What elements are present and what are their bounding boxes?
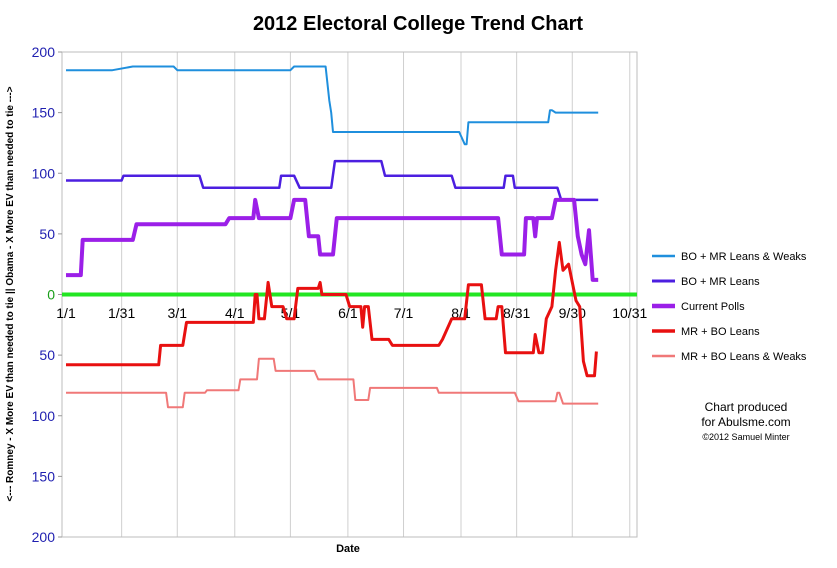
series-line-mr-bo-leans [66,240,598,378]
legend-label: BO + MR Leans [681,276,760,288]
series-line-bo-mr-leans-weaks [66,65,599,146]
x-axis-label: Date [336,543,360,555]
legend: BO + MR Leans & Weaks BO + MR Leans Curren… [652,251,807,363]
y-tick-label: 150 [32,105,56,121]
y-tick-label: 50 [39,226,55,242]
x-axis: 1/1 1/31 3/1 4/1 5/1 6/1 7/1 8/1 8/31 9/30 10/31 [56,305,647,321]
y-tick-label: 50 [39,347,55,363]
credit-line-2: for Abulsme.com [701,415,790,429]
chart-title: 2012 Electoral College Trend Chart [253,13,583,35]
legend-label: Current Polls [681,301,745,313]
legend-label: MR + BO Leans & Weaks [681,351,807,363]
x-tick-label: 10/31 [612,305,647,321]
x-tick-label: 4/1 [225,305,245,321]
y-tick-label: 0 [47,287,55,303]
credit-line-1: Chart produced [705,400,788,414]
x-tick-label: 1/1 [56,305,76,321]
y-tick-label: 100 [32,165,56,181]
credit-line-3: ©2012 Samuel Minter [702,432,789,442]
series-group [66,65,599,409]
x-tick-label: 7/1 [394,305,414,321]
x-tick-label: 8/31 [503,305,530,321]
series-line-bo-mr-leans [66,159,599,202]
y-axis: 200 150 100 50 0 50 100 150 200 [32,44,62,545]
x-tick-label: 1/31 [108,305,135,321]
y-tick-label: 200 [32,44,56,60]
x-tick-label: 3/1 [168,305,188,321]
legend-label: BO + MR Leans & Weaks [681,251,807,263]
y-tick-label: 100 [32,408,56,424]
y-axis-label: <--- Romney - X More EV than needed to t… [5,86,16,501]
y-tick-label: 200 [32,529,56,545]
series-line-current-polls [66,197,599,282]
x-tick-label: 6/1 [338,305,358,321]
legend-label: MR + BO Leans [681,326,760,338]
series-line-mr-bo-leans-weaks [66,357,599,409]
y-tick-label: 150 [32,468,56,484]
